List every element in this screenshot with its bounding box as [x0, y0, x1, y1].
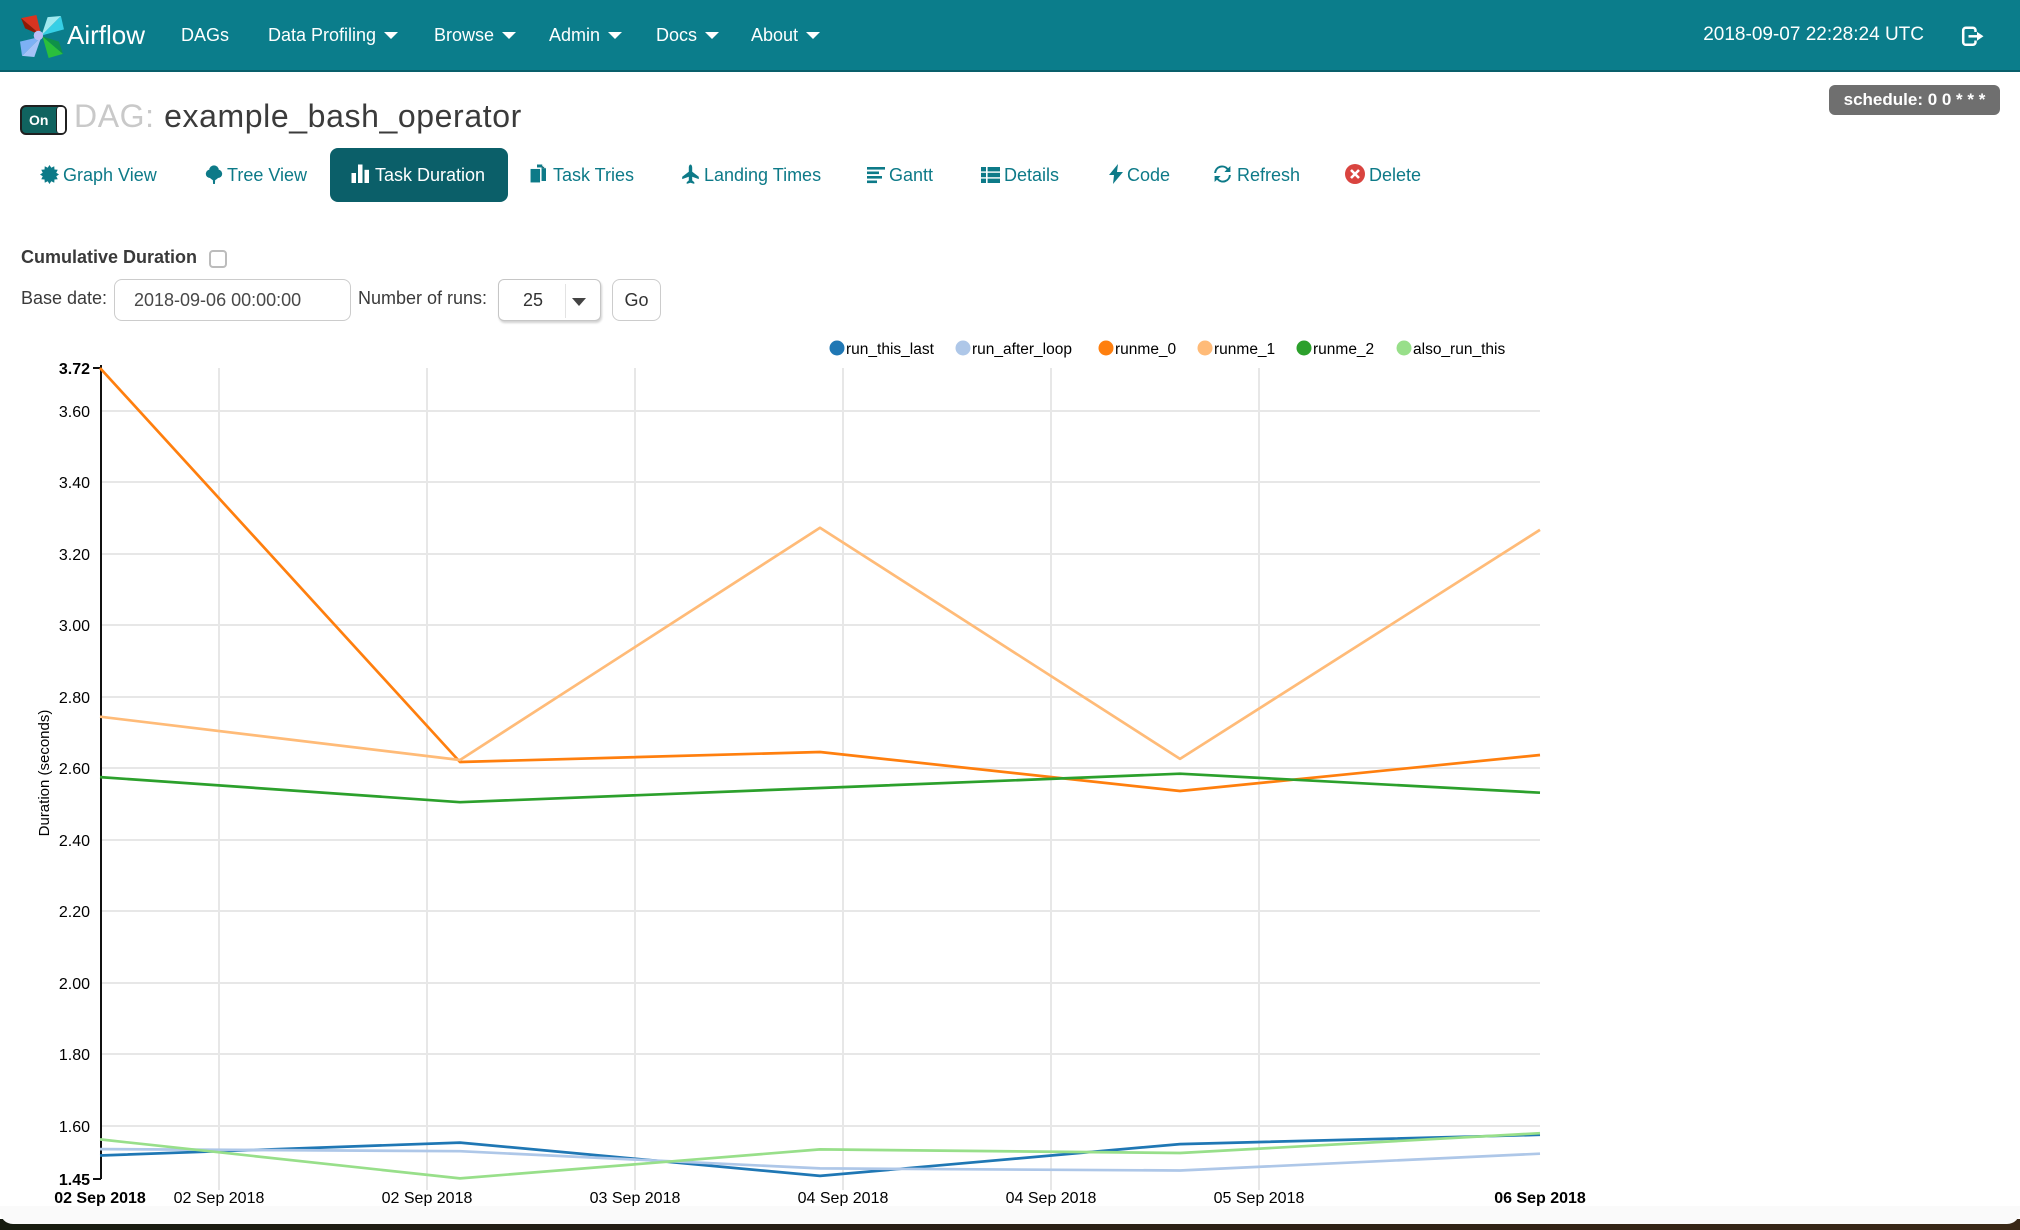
svg-text:2.80: 2.80: [59, 690, 90, 707]
svg-text:Duration (seconds): Duration (seconds): [36, 710, 53, 837]
svg-text:3.40: 3.40: [59, 475, 90, 492]
svg-text:02 Sep 2018: 02 Sep 2018: [174, 1190, 265, 1207]
svg-text:04 Sep 2018: 04 Sep 2018: [798, 1190, 889, 1207]
svg-text:3.72: 3.72: [59, 361, 90, 378]
svg-text:02 Sep 2018: 02 Sep 2018: [382, 1190, 473, 1207]
svg-text:2.40: 2.40: [59, 833, 90, 850]
svg-text:2.20: 2.20: [59, 904, 90, 921]
svg-text:1.60: 1.60: [59, 1119, 90, 1136]
svg-text:3.60: 3.60: [59, 404, 90, 421]
svg-text:3.20: 3.20: [59, 547, 90, 564]
svg-text:1.80: 1.80: [59, 1047, 90, 1064]
svg-text:1.45: 1.45: [59, 1172, 90, 1189]
svg-text:runme_2: runme_2: [1313, 341, 1374, 358]
svg-text:06 Sep 2018: 06 Sep 2018: [1494, 1190, 1586, 1207]
svg-text:03 Sep 2018: 03 Sep 2018: [590, 1190, 681, 1207]
svg-text:04 Sep 2018: 04 Sep 2018: [1006, 1190, 1097, 1207]
svg-text:runme_0: runme_0: [1115, 341, 1177, 358]
svg-text:also_run_this: also_run_this: [1413, 341, 1505, 358]
svg-text:02 Sep 2018: 02 Sep 2018: [54, 1190, 146, 1207]
svg-text:runme_1: runme_1: [1214, 341, 1275, 358]
svg-text:3.00: 3.00: [59, 618, 90, 635]
svg-text:2.60: 2.60: [59, 761, 90, 778]
svg-text:05 Sep 2018: 05 Sep 2018: [1214, 1190, 1305, 1207]
svg-text:run_after_loop: run_after_loop: [972, 341, 1072, 358]
svg-text:2.00: 2.00: [59, 976, 90, 993]
svg-text:run_this_last: run_this_last: [846, 341, 935, 358]
